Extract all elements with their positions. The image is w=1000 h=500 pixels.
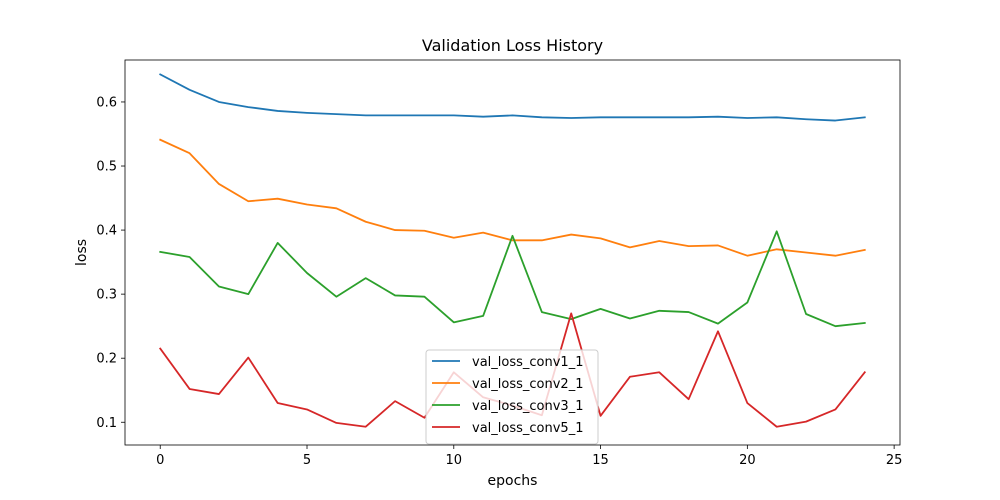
x-tick-label: 10	[446, 453, 463, 468]
x-tick-label: 5	[303, 453, 311, 468]
y-tick-label: 0.5	[96, 160, 117, 175]
legend: val_loss_conv1_1 val_loss_conv2_1 val_loss…	[425, 349, 599, 445]
legend-label: val_loss_conv2_1	[472, 377, 583, 392]
series-line-val-loss-conv1-1	[159, 73, 866, 122]
x-tick-label: 20	[739, 453, 756, 468]
x-tick-label: 0	[156, 453, 164, 468]
y-tick-label: 0.4	[96, 224, 117, 239]
x-axis: 0 5 10 15 20 25	[156, 445, 902, 468]
x-tick-label: 15	[592, 453, 609, 468]
x-axis-label: epochs	[488, 473, 538, 489]
series-line-val-loss-conv3-1	[159, 230, 866, 328]
y-axis: 0.1 0.2 0.3 0.4 0.5 0.6	[96, 95, 125, 431]
series-line-val-loss-conv2-1	[159, 138, 866, 257]
y-tick-label: 0.3	[96, 288, 117, 303]
legend-label: val_loss_conv3_1	[472, 399, 583, 414]
legend-label: val_loss_conv1_1	[472, 355, 583, 370]
y-tick-label: 0.2	[96, 352, 117, 367]
chart-title: Validation Loss History	[422, 36, 603, 55]
x-tick-label: 25	[886, 453, 903, 468]
plot-frame	[124, 59, 901, 446]
y-axis-label: loss	[74, 239, 90, 266]
y-tick-label: 0.1	[96, 416, 117, 431]
legend-label: val_loss_conv5_1	[472, 421, 583, 436]
legend-box	[425, 349, 599, 445]
y-tick-label: 0.6	[96, 95, 117, 110]
